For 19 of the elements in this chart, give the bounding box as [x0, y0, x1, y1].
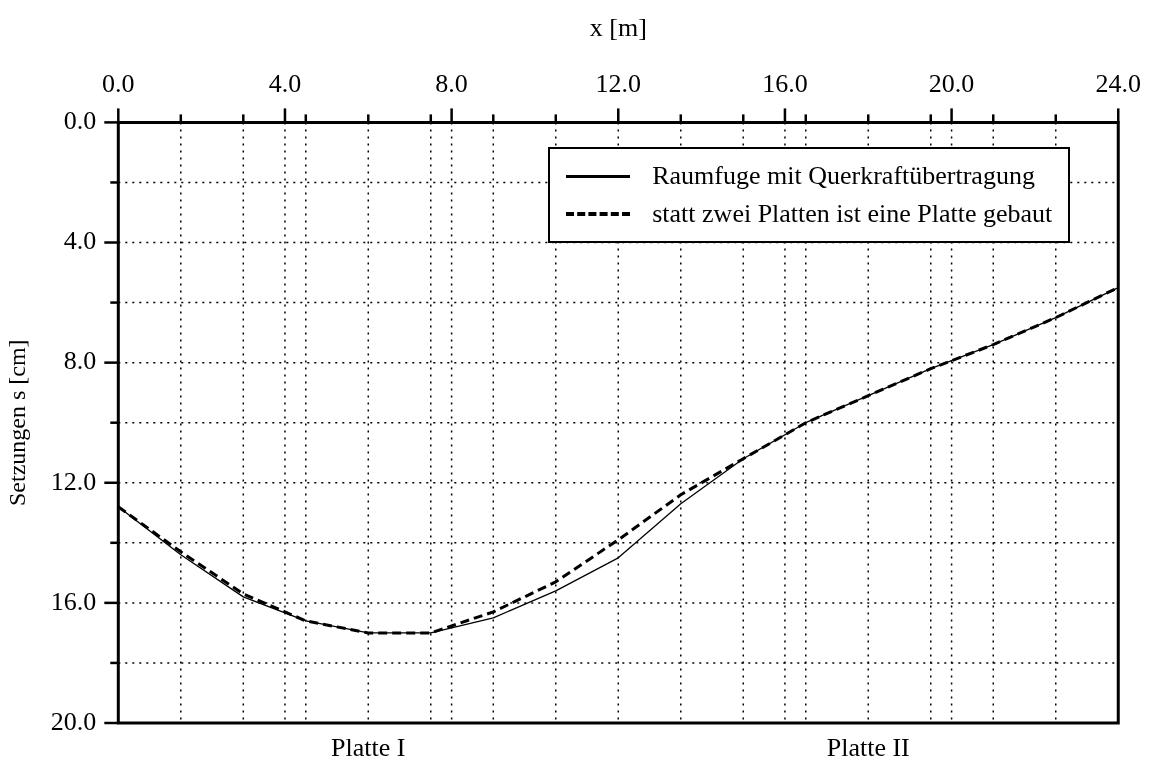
text: Platte I [331, 733, 406, 763]
y-axis-title: Setzungen s [cm] [3, 339, 30, 507]
y-tick-label: 16.0 [50, 586, 97, 616]
legend-label: statt zwei Platten ist eine Platte gebaut [652, 199, 1053, 230]
y-tick-label: 12.0 [50, 466, 97, 496]
legend-label: Raumfuge mit Querkraftübertragung [652, 161, 1035, 192]
y-tick-label: 8.0 [63, 346, 97, 376]
x-axis-title: x [m] [589, 13, 647, 43]
y-tick-label: 20.0 [50, 706, 97, 736]
x-tick-label: 12.0 [595, 68, 642, 98]
x-tick-label: 24.0 [1095, 68, 1141, 98]
x-tick-label: 16.0 [762, 68, 808, 98]
x-tick-label: 4.0 [268, 68, 302, 98]
y-tick-label: 4.0 [63, 226, 97, 256]
x-tick-label: 8.0 [435, 68, 468, 98]
x-tick-label: 0.0 [102, 68, 135, 98]
y-tick-label: 0.0 [63, 106, 97, 136]
x-tick-label: 20.0 [928, 68, 975, 98]
text: Platte II [826, 733, 910, 763]
